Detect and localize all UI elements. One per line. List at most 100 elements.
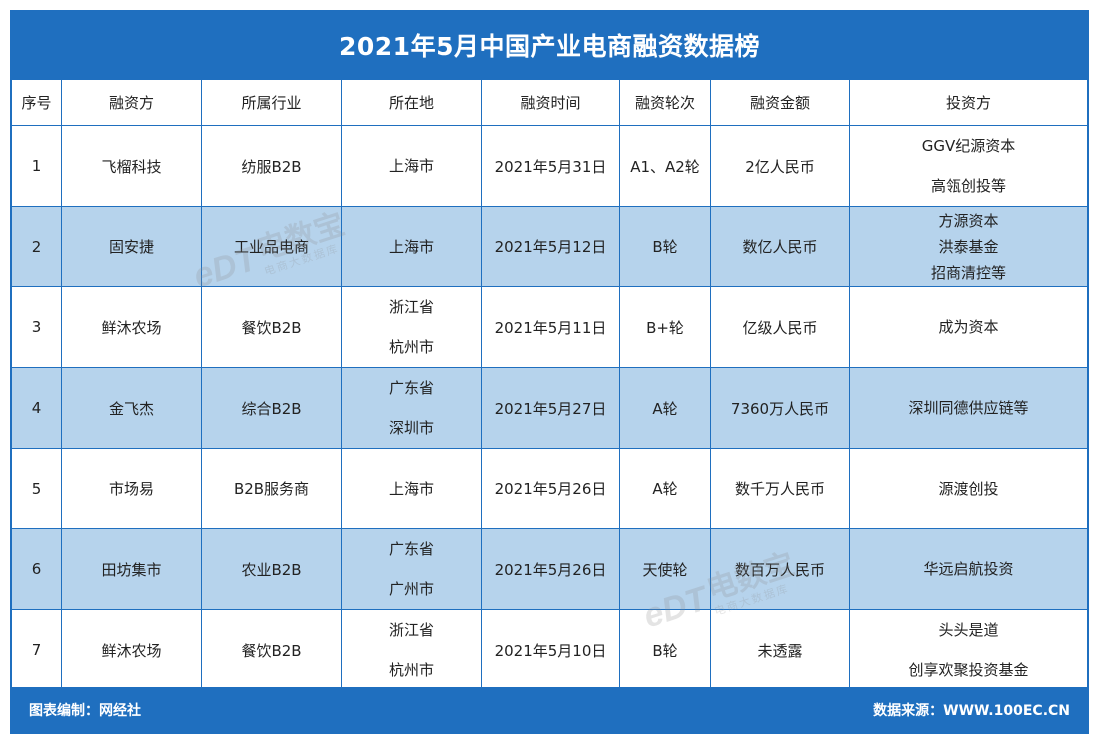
cell-company: 金飞杰 [61, 367, 202, 449]
cell-industry: B2B服务商 [201, 448, 342, 529]
cell-round: B+轮 [619, 286, 711, 368]
cell-location-line: 浙江省 [388, 298, 434, 316]
cell-industry: 工业品电商 [201, 206, 342, 287]
cell-index: 6 [11, 528, 62, 610]
cell-date: 2021年5月10日 [481, 609, 620, 691]
cell-investors-line: 深圳同德供应链等 [908, 399, 1029, 417]
cell-company: 固安捷 [61, 206, 202, 287]
cell-location: 广东省 广州市 [341, 528, 482, 610]
cell-investors: 头头是道创享欢聚投资基金 [849, 609, 1088, 691]
cell-investors-line: 华远启航投资 [923, 560, 1014, 578]
cell-investors-line: 源渡创投 [938, 479, 999, 498]
header-cell: 融资方 [61, 79, 202, 126]
cell-investors: 源渡创投 [849, 448, 1088, 529]
footer-source: 数据来源：WWW.100EC.CN [873, 703, 1070, 719]
cell-investors-line: 头头是道 [938, 621, 999, 639]
cell-location-line: 广州市 [388, 580, 434, 598]
cell-date: 2021年5月27日 [481, 367, 620, 449]
header-cell: 融资时间 [481, 79, 620, 126]
cell-index: 5 [11, 448, 62, 529]
ranking-table-card: 2021年5月中国产业电商融资数据榜 序号 融资方 所属行业 所在地 融资时间 … [10, 10, 1089, 734]
cell-location: 浙江省 杭州市 [341, 609, 482, 691]
cell-index: 3 [11, 286, 62, 368]
cell-industry: 综合B2B [201, 367, 342, 449]
cell-date: 2021年5月12日 [481, 206, 620, 287]
header-cell: 融资金额 [710, 79, 850, 126]
cell-company: 鲜沐农场 [61, 286, 202, 368]
cell-date: 2021年5月26日 [481, 448, 620, 529]
cell-index: 2 [11, 206, 62, 287]
cell-round: A1、A2轮 [619, 125, 711, 207]
cell-location: 上海市 [341, 125, 482, 207]
cell-industry: 餐饮B2B [201, 286, 342, 368]
cell-round: 天使轮 [619, 528, 711, 610]
cell-industry: 餐饮B2B [201, 609, 342, 691]
cell-investors: 华远启航投资 [849, 528, 1088, 610]
cell-amount: 2亿人民币 [710, 125, 850, 207]
cell-round: B轮 [619, 206, 711, 287]
cell-company: 市场易 [61, 448, 202, 529]
header-row: 序号 融资方 所属行业 所在地 融资时间 融资轮次 融资金额 投资方 [11, 79, 1088, 126]
cell-location-line: 杭州市 [388, 338, 434, 356]
cell-round: B轮 [619, 609, 711, 691]
cell-investors-line: 成为资本 [938, 318, 999, 336]
cell-location-line: 广东省 [388, 379, 434, 397]
cell-index: 4 [11, 367, 62, 449]
cell-round: A轮 [619, 448, 711, 529]
table-title: 2021年5月中国产业电商融资数据榜 [11, 11, 1088, 79]
cell-location: 浙江省 杭州市 [341, 286, 482, 368]
header-cell: 融资轮次 [619, 79, 711, 126]
table-row: 3 鲜沐农场 餐饮B2B 浙江省 杭州市 2021年5月11日 B+轮 亿级人民币 成为资本 [11, 286, 1088, 368]
cell-investors: GGV纪源资本 高瓴创投等 [849, 125, 1088, 207]
footer-compiler: 图表编制：网经社 [29, 703, 141, 719]
cell-investors-line: GGV纪源资本 [921, 137, 1016, 155]
cell-investors-line: 方源资本 [938, 211, 999, 230]
cell-index: 7 [11, 609, 62, 691]
cell-location: 广东省 深圳市 [341, 367, 482, 449]
cell-location-line: 广东省 [388, 540, 434, 558]
cell-location-line: 深圳市 [388, 419, 434, 437]
financing-table: 序号 融资方 所属行业 所在地 融资时间 融资轮次 融资金额 投资方 1 飞榴科技… [11, 79, 1088, 691]
cell-round: A轮 [619, 367, 711, 449]
table-row: 4 金飞杰 综合B2B 广东省 深圳市 2021年5月27日 A轮 7360万人民币 深圳同德供… [11, 367, 1088, 449]
cell-company: 飞榴科技 [61, 125, 202, 207]
header-cell: 所在地 [341, 79, 482, 126]
cell-company: 鲜沐农场 [61, 609, 202, 691]
cell-amount: 数百万人民币 [710, 528, 850, 610]
cell-location-line: 上海市 [388, 157, 434, 175]
header-cell: 投资方 [849, 79, 1088, 126]
table-row: 5 市场易 B2B服务商 上海市 2021年5月26日 A轮 数千万人民币 源渡创投 [11, 448, 1088, 529]
cell-date: 2021年5月26日 [481, 528, 620, 610]
cell-amount: 7360万人民币 [710, 367, 850, 449]
cell-amount: 未透露 [710, 609, 850, 691]
cell-industry: 纺服B2B [201, 125, 342, 207]
cell-amount: 亿级人民币 [710, 286, 850, 368]
cell-index: 1 [11, 125, 62, 207]
cell-investors: 深圳同德供应链等 [849, 367, 1088, 449]
cell-industry: 农业B2B [201, 528, 342, 610]
cell-location-line: 上海市 [388, 237, 434, 256]
cell-company: 田坊集市 [61, 528, 202, 610]
cell-amount: 数亿人民币 [710, 206, 850, 287]
cell-location: 上海市 [341, 206, 482, 287]
cell-date: 2021年5月11日 [481, 286, 620, 368]
cell-location-line: 杭州市 [388, 661, 434, 679]
table-row: 2 固安捷 工业品电商 上海市 2021年5月12日 B轮 数亿人民币 方源资本 洪泰基金 招商清… [11, 206, 1088, 287]
cell-investors-line: 招商清控等 [930, 263, 1006, 282]
cell-investors-line: 创享欢聚投资基金 [908, 661, 1029, 679]
cell-investors: 方源资本洪泰基金招商清控等 [849, 206, 1088, 287]
cell-investors-line: 洪泰基金 [938, 237, 999, 256]
table-row: 1 飞榴科技 纺服B2B 上海市 2021年5月31日 A1、A2轮 2亿人民币 GGV纪源资… [11, 125, 1088, 207]
footer-bar: 图表编制：网经社 数据来源：WWW.100EC.CN [11, 687, 1088, 733]
cell-location-line: 浙江省 [388, 621, 434, 639]
cell-location-line: 上海市 [388, 479, 434, 498]
table-row: 6 田坊集市 农业B2B 广东省 广州市 2021年5月26日 天使轮 数百万人民币 华远启航投… [11, 528, 1088, 610]
header-cell: 所属行业 [201, 79, 342, 126]
cell-amount: 数千万人民币 [710, 448, 850, 529]
cell-investors: 成为资本 [849, 286, 1088, 368]
cell-date: 2021年5月31日 [481, 125, 620, 207]
cell-investors-line: 高瓴创投等 [930, 177, 1006, 195]
cell-location: 上海市 [341, 448, 482, 529]
header-cell: 序号 [11, 79, 62, 126]
table-row: 7 鲜沐农场 餐饮B2B 浙江省 杭州市 2021年5月10日 B轮 未透露 头头是道 创享欢聚投… [11, 609, 1088, 691]
